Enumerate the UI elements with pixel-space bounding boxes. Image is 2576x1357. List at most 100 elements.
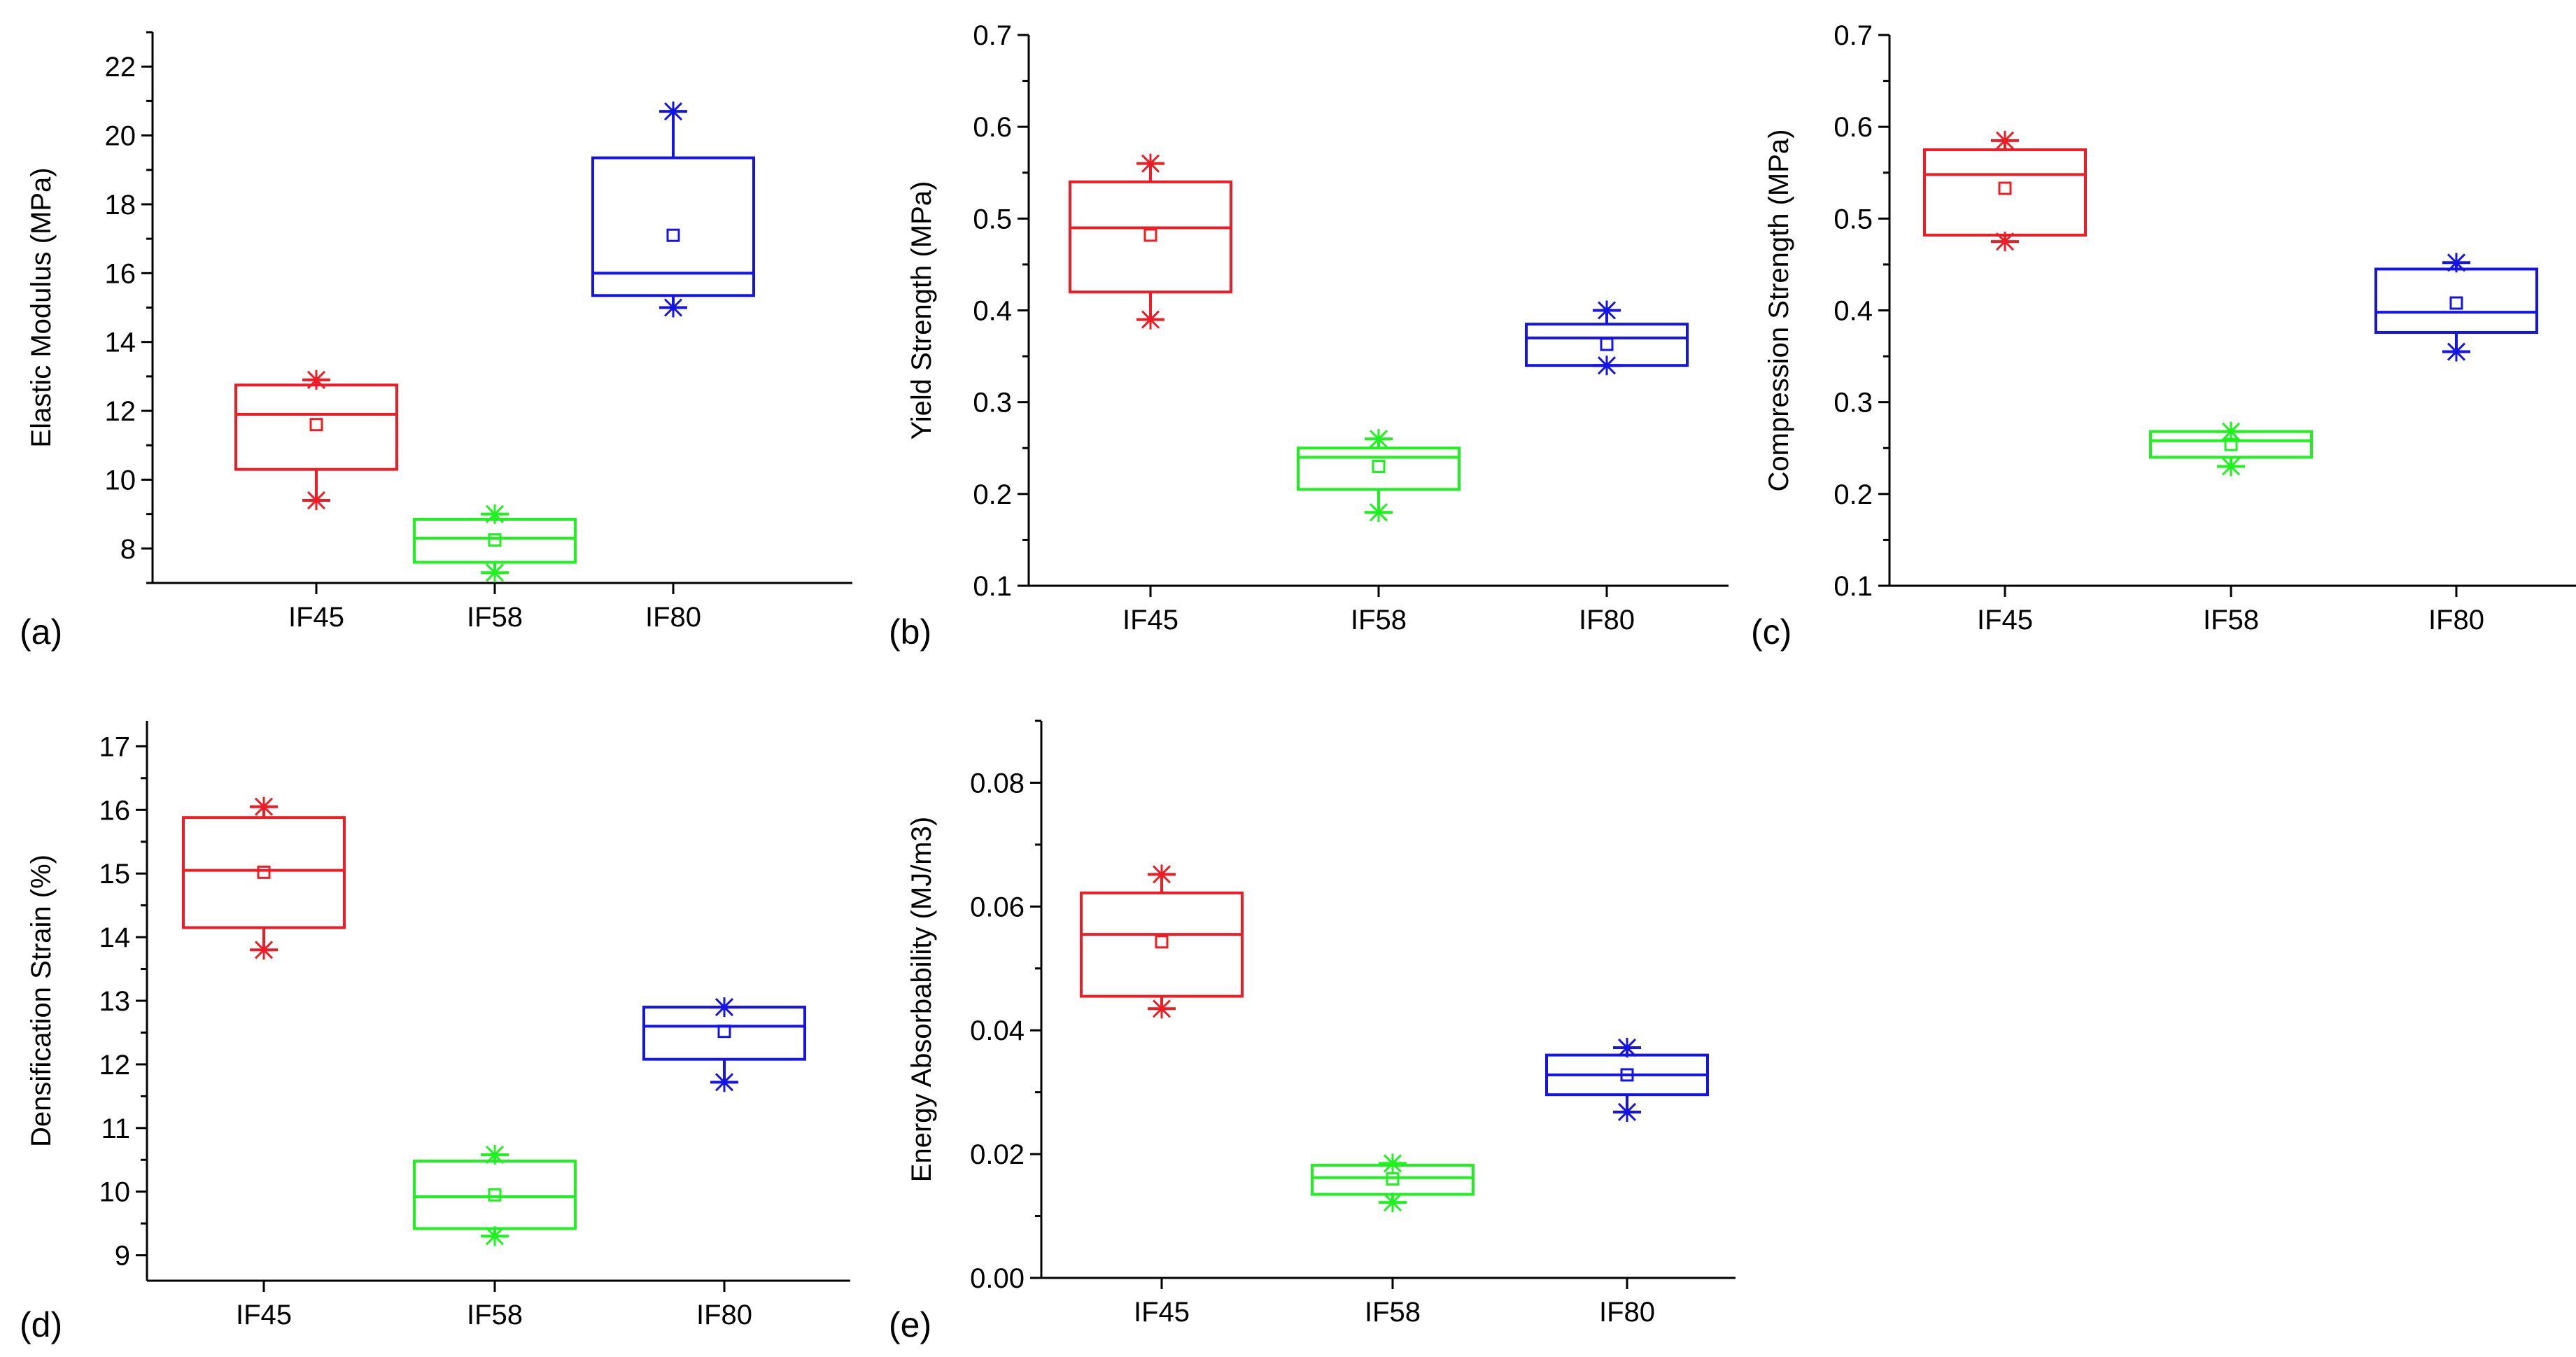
y-tick-label: 12 [105,396,136,427]
mean-marker [309,418,323,432]
panel-label: (c) [1751,612,1792,652]
box-IF45 [1080,864,1244,1019]
box-IF58 [413,504,577,583]
y-tick-label: 0.4 [973,296,1012,327]
x-tick-label: IF58 [1351,605,1407,635]
box-IF80 [2374,253,2538,362]
y-tick-label: 11 [101,1113,130,1144]
panel-3: 9 10 11 12 13 14 15 16 17 IF45 IF58 IF80 Densificati… [20,721,850,1344]
panel-2: 0.1 0.2 0.3 0.4 0.5 0.6 0.7 IF45 IF58 IF80 Compres… [1751,20,2576,652]
max-marker [254,796,274,817]
box-IF80 [1525,300,1689,376]
y-tick-label: 0.7 [973,20,1012,51]
y-tick-label: 0.02 [970,1139,1025,1170]
mean-marker [488,1188,502,1202]
max-marker [1141,153,1160,174]
y-tick-label: 8 [120,534,136,565]
min-marker [1617,1102,1637,1122]
y-tick-label: 0.04 [970,1015,1025,1046]
box-iqr [1069,180,1232,294]
y-tick-label: 12 [99,1050,131,1081]
min-marker [2447,342,2466,362]
box-iqr [234,384,398,471]
min-marker [2221,456,2241,477]
mean-marker [1143,228,1157,242]
max-marker [1617,1037,1637,1057]
min-marker [663,297,683,318]
y-axis-label: Energy Absorbability (MJ/m3) [906,817,937,1182]
box-IF58 [1311,1153,1474,1213]
panel-4: 0.00 0.02 0.04 0.06 0.08 IF45 IF58 IF80 Energy A… [889,719,1736,1344]
y-tick-label: 0.6 [973,112,1012,143]
x-tick-label: IF45 [288,602,344,633]
panel-label: (e) [889,1305,931,1344]
y-tick-label: 0.5 [973,204,1012,234]
min-marker [1141,309,1160,330]
box-iqr [2374,267,2538,334]
y-tick-label: 14 [105,328,136,358]
y-tick-label: 0.06 [970,892,1025,922]
y-tick-label: 0.1 [1834,571,1873,602]
box-IF58 [2149,421,2313,477]
y-tick-label: 17 [99,731,131,762]
max-marker [2447,253,2466,273]
max-marker [1152,864,1171,885]
x-tick-label: IF58 [2203,605,2259,635]
max-marker [1383,1153,1402,1174]
mean-marker [1620,1068,1634,1082]
min-marker [715,1072,734,1092]
box-iqr [1923,148,2087,237]
box-IF45 [182,796,346,960]
y-tick-label: 0.3 [1834,388,1873,419]
x-tick-label: IF58 [467,1300,523,1330]
min-marker [485,563,505,583]
mean-marker [2224,437,2238,451]
mean-marker [717,1025,731,1039]
x-tick-label: IF80 [696,1300,752,1330]
y-axis-label: Elastic Modulus (MPa) [26,167,57,447]
y-tick-label: 0.7 [1834,20,1873,51]
box-iqr [1080,891,1244,998]
box-iqr [591,156,755,297]
x-tick-label: IF45 [1134,1297,1190,1328]
mean-marker [2449,296,2463,310]
y-tick-label: 15 [99,859,131,890]
y-axis-label: Compression Strength (MPa) [1764,129,1794,492]
box-iqr [413,1160,577,1230]
box-iqr [1297,447,1461,491]
y-tick-label: 14 [99,922,131,953]
y-tick-label: 0.2 [973,479,1012,510]
mean-marker [1998,181,2012,195]
min-marker [1597,356,1617,376]
x-tick-label: IF45 [236,1300,292,1330]
mean-marker [1372,459,1386,473]
panel-0: 8 10 12 14 16 18 20 22 IF45 IF58 IF80 Elastic Modul… [20,31,852,652]
y-tick-label: 0.1 [973,571,1012,602]
panel-label: (d) [20,1305,62,1344]
y-axis-label: Densification Strain (%) [26,855,57,1147]
mean-marker [666,228,680,242]
box-IF45 [234,370,398,510]
mean-marker [257,865,271,879]
y-tick-label: 0.6 [1834,112,1873,143]
y-tick-label: 0.2 [1834,479,1873,510]
y-tick-label: 0.5 [1834,204,1873,234]
min-marker [307,490,326,510]
box-IF80 [591,101,755,318]
min-marker [1152,999,1171,1019]
min-marker [1383,1193,1402,1213]
min-marker [1369,502,1388,523]
y-axis-label: Yield Strength (MPa) [906,181,937,440]
mean-marker [488,533,502,547]
x-tick-label: IF80 [1599,1297,1655,1328]
x-tick-label: IF45 [1977,605,2033,635]
y-tick-label: 18 [105,190,136,220]
y-tick-label: 13 [99,986,131,1017]
mean-marker [1386,1172,1400,1186]
y-tick-label: 0.08 [970,768,1025,799]
max-marker [1995,130,2015,150]
max-marker [485,1145,505,1165]
mean-marker [1600,337,1614,351]
max-marker [307,370,326,390]
